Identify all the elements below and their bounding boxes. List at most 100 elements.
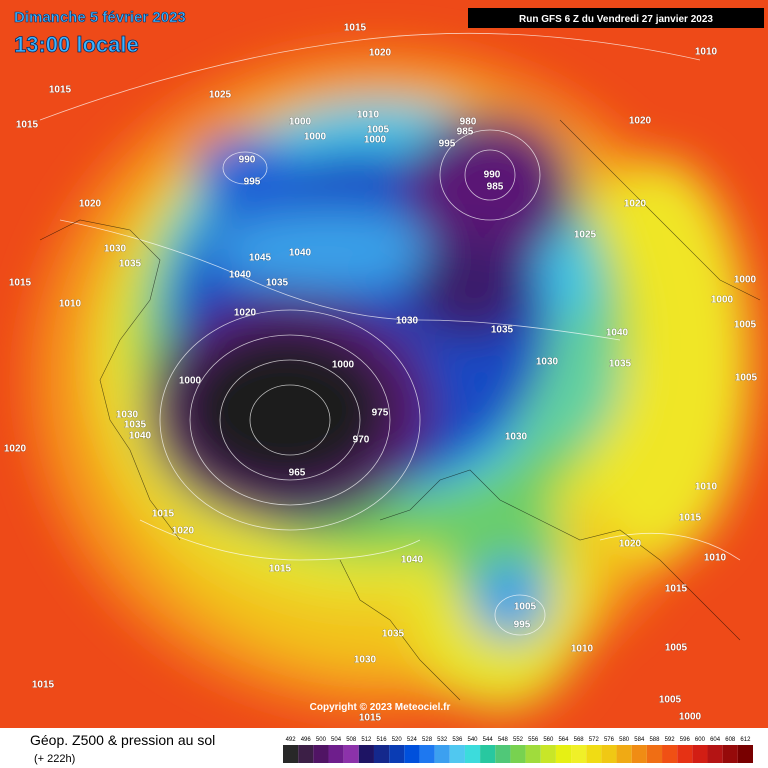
isobar-label: 1005: [665, 643, 688, 654]
map-field: 1015 1020 1025 1015 1015 1010 1020 1010 …: [0, 0, 768, 728]
legend-swatch: [419, 745, 435, 763]
legend-label: 520: [392, 737, 403, 743]
isobar-label: 1020: [172, 526, 195, 537]
legend-label: 512: [361, 737, 372, 743]
run-info: Run GFS 6 Z du Vendredi 27 janvier 2023: [519, 14, 713, 25]
coastlines: [39, 119, 761, 701]
isobar-label: 1015: [152, 509, 175, 520]
legend-swatch: [449, 745, 465, 763]
isobar-label: 1000: [289, 117, 312, 128]
legend-label: 612: [740, 737, 751, 743]
isobar-label: 965: [289, 468, 306, 479]
legend-swatch: [571, 745, 587, 763]
isobar-label: 1035: [382, 629, 405, 640]
legend-swatch: [555, 745, 572, 763]
legend-label: 580: [619, 737, 630, 743]
isobar-label: 1010: [571, 644, 594, 655]
isobar-label: 990: [239, 155, 256, 166]
isobar-label: 1010: [695, 47, 718, 58]
legend-label: 524: [407, 737, 418, 743]
legend-label: 548: [498, 737, 509, 743]
legend-label: 592: [665, 737, 676, 743]
isobar-label: 1030: [505, 432, 528, 443]
legend-swatch: [434, 745, 450, 763]
isobar-label: 1035: [491, 325, 514, 336]
legend-swatch: [586, 745, 602, 763]
isobar-label: 980: [460, 117, 477, 128]
isobar-label: 1005: [734, 320, 757, 331]
legend-swatch: [389, 745, 405, 763]
isobar-label: 1040: [229, 270, 252, 281]
legend-swatch: [601, 745, 617, 763]
isobar-label: 1010: [59, 299, 82, 310]
isobar-label: 1025: [209, 90, 232, 101]
legend-label: 536: [452, 737, 463, 743]
isobar-label: 1020: [624, 199, 647, 210]
legend-label: 604: [710, 737, 721, 743]
isobar-label: 1015: [32, 680, 55, 691]
isobar-lines: [39, 32, 741, 636]
isobar-label: 1040: [401, 555, 424, 566]
legend-label: 516: [377, 737, 388, 743]
legend-label: 544: [483, 737, 494, 743]
legend-swatch: [480, 745, 496, 763]
legend-swatch: [631, 745, 647, 763]
isobar-label: 1000: [734, 275, 757, 286]
legend-label: 492: [286, 737, 297, 743]
legend-swatch: [328, 745, 344, 763]
isobar-label: 1010: [704, 553, 727, 564]
legend-label: 568: [574, 737, 585, 743]
legend-label: 608: [725, 737, 736, 743]
copyright: Copyright © 2023 Meteociel.fr: [310, 702, 451, 713]
isobar-label: 1030: [104, 244, 127, 255]
footer-title: Géop. Z500 & pression au sol: [30, 732, 215, 748]
isobar-label: 1015: [49, 85, 72, 96]
legend-swatch: [298, 745, 314, 763]
isobar-label: 1040: [606, 328, 629, 339]
legend-swatch: [707, 745, 723, 763]
isobar-label: 1000: [711, 295, 734, 306]
isobar-label: 1015: [665, 584, 688, 595]
legend-swatch: [313, 745, 329, 763]
isobar-label: 1015: [9, 278, 32, 289]
isobar-label: 1020: [369, 48, 392, 59]
legend-swatch: [722, 745, 738, 763]
legend-label: 508: [346, 737, 357, 743]
color-legend: 492 496 500 504 508 512 516 520 524 528 532 536 540 5…: [283, 737, 753, 763]
legend-label: 540: [468, 737, 479, 743]
legend-label: 504: [331, 737, 342, 743]
legend-label: 584: [634, 737, 645, 743]
isobar-label: 1035: [124, 420, 147, 431]
isobar-label: 1020: [629, 116, 652, 127]
isobar-label: 1000: [304, 132, 327, 143]
isobar-label: 970: [353, 435, 370, 446]
legend-label: 596: [680, 737, 691, 743]
run-box: [468, 8, 764, 28]
legend-swatch: [464, 745, 481, 763]
legend-label: 560: [543, 737, 554, 743]
isobar-label: 1035: [119, 259, 142, 270]
isobar-label: 1010: [357, 110, 380, 121]
legend-label: 600: [695, 737, 706, 743]
isobar-label: 1030: [354, 655, 377, 666]
isobar-label: 1000: [179, 376, 202, 387]
legend-swatch: [692, 745, 708, 763]
isobar-label: 1010: [695, 482, 718, 493]
legend-label: 528: [422, 737, 433, 743]
isobar-label: 985: [457, 127, 474, 138]
isobar-label: 1015: [344, 23, 367, 34]
isobar-label: 1035: [266, 278, 289, 289]
forecast-time: 13:00 locale: [14, 32, 139, 57]
legend-label: 588: [649, 737, 660, 743]
isobar-label: 1030: [396, 316, 419, 327]
isobar-label: 1020: [4, 444, 27, 455]
legend-label: 552: [513, 737, 524, 743]
isobar-label: 1030: [536, 357, 559, 368]
legend-swatch: [283, 745, 299, 763]
isobar-label: 985: [487, 182, 504, 193]
isobar-label: 1045: [249, 253, 272, 264]
isobar-label: 975: [372, 408, 389, 419]
legend-label: 556: [528, 737, 539, 743]
isobar-label: 995: [244, 177, 261, 188]
legend-label: 576: [604, 737, 615, 743]
